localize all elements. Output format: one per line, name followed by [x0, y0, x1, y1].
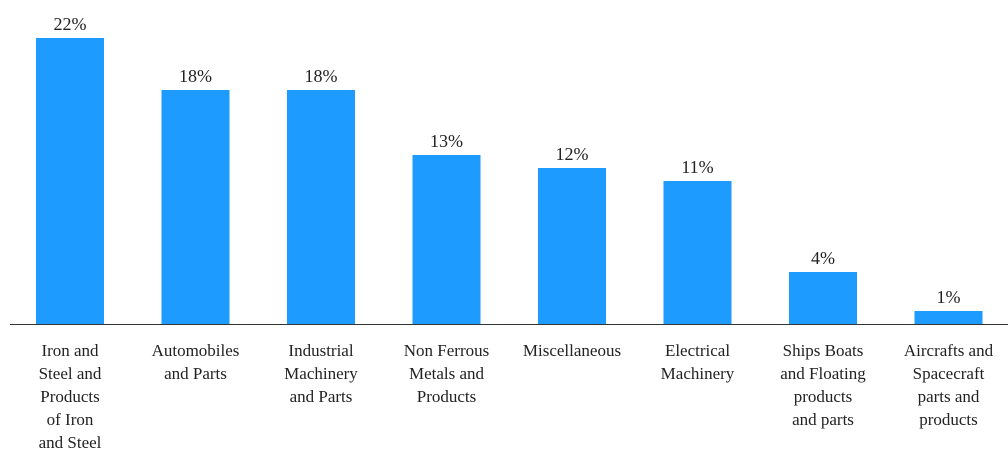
data-label-6: 11% [681, 157, 713, 177]
category-label-line: Aircrafts and [904, 341, 994, 360]
category-label-line: Metals and [409, 364, 485, 383]
category-label-2: Automobiles and Parts [152, 341, 240, 383]
category-label-line: products [919, 410, 978, 429]
value-labels: 22% 18% 18% 13% 12% 11% 4% 1% [54, 14, 961, 307]
category-label-line: Electrical [665, 341, 730, 360]
data-label-2: 18% [179, 66, 212, 86]
data-label-4: 13% [430, 131, 463, 151]
category-label-line: and Floating [780, 364, 866, 383]
category-label-3: Industrial Machinery and Parts [284, 341, 358, 406]
category-label-line: Machinery [284, 364, 358, 383]
category-label-line: and Parts [164, 364, 227, 383]
bar-5 [538, 168, 606, 324]
category-label-line: of Iron [47, 410, 94, 429]
category-label-line: parts and [918, 387, 980, 406]
category-label-line: Industrial [288, 341, 353, 360]
category-label-line: and Steel [39, 433, 102, 452]
category-label-6: Electrical Machinery [661, 341, 735, 383]
category-label-5: Miscellaneous [523, 341, 621, 360]
data-label-7: 4% [811, 248, 835, 268]
bar-6 [663, 181, 732, 324]
category-label-8: Aircrafts and Spacecraft parts and products [904, 341, 994, 429]
category-labels: Iron and Steel and Products of Iron and Stee… [39, 341, 994, 452]
bar-8 [914, 311, 983, 324]
category-label-line: Miscellaneous [523, 341, 621, 360]
data-label-5: 12% [556, 144, 589, 164]
category-label-1: Iron and Steel and Products of Iron and Stee… [39, 341, 102, 452]
category-label-line: Products [417, 387, 477, 406]
category-label-line: Ships Boats [783, 341, 864, 360]
bar-1 [36, 38, 104, 324]
data-label-8: 1% [937, 287, 961, 307]
category-label-line: Spacecraft [913, 364, 985, 383]
bar-4 [412, 155, 481, 324]
category-label-line: Non Ferrous [404, 341, 489, 360]
category-label-line: Automobiles [152, 341, 240, 360]
data-label-1: 22% [54, 14, 87, 34]
bar-7 [789, 272, 857, 324]
data-label-3: 18% [305, 66, 338, 86]
category-label-line: Iron and [41, 341, 99, 360]
bars [36, 38, 983, 324]
category-label-line: products [794, 387, 853, 406]
category-label-line: and Parts [290, 387, 353, 406]
category-label-line: Products [40, 387, 100, 406]
category-label-line: and parts [792, 410, 854, 429]
category-label-7: Ships Boats and Floating products and parts [780, 341, 866, 429]
category-label-line: Steel and [39, 364, 102, 383]
category-label-line: Machinery [661, 364, 735, 383]
bar-3 [287, 90, 355, 324]
bar-2 [161, 90, 230, 324]
category-label-4: Non Ferrous Metals and Products [404, 341, 489, 406]
